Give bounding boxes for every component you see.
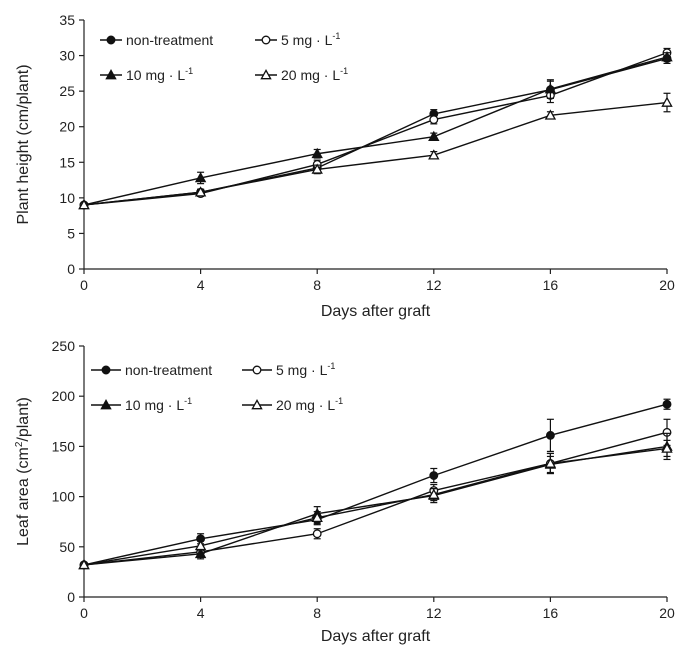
legend-label: 5 mg · L-1 [281,31,340,48]
y-tick-label: 35 [59,12,75,28]
legend-marker [251,399,263,410]
data-point [429,115,439,125]
data-point [661,442,673,453]
series-line [83,431,668,566]
legend-marker [105,69,117,80]
leaf-area-chart: 0 50 100 150 200 250 0 4 8 12 16 20 Days after graft… [14,338,675,645]
y-tick-label: 15 [59,154,75,170]
legend-label: 5 mg · L-1 [276,361,335,378]
data-point [544,457,557,468]
y-tick-label: 0 [67,589,75,605]
y-tick-label: 200 [52,388,76,404]
x-tick-label: 20 [659,605,675,621]
y-tick-label: 0 [67,261,75,277]
legend-label: non-treatment [125,362,212,378]
data-point [428,488,440,499]
x-tick-label: 12 [426,605,442,621]
data-point [194,186,207,197]
data-point [312,529,322,539]
x-tick-label: 8 [313,605,321,621]
data-point [311,163,323,174]
data-point [78,199,90,210]
x-tick-label: 0 [80,277,88,293]
data-point [194,539,207,551]
y-tick-label: 50 [59,539,75,555]
legend-marker [106,35,116,45]
data-point [662,399,672,409]
data-point [429,471,439,480]
legend-label: 10 mg · L-1 [126,66,193,83]
x-tick-label: 0 [80,605,88,621]
y-tick-label: 150 [52,438,76,454]
x-axis-title: Days after graft [321,628,431,645]
x-tick-label: 8 [313,277,321,293]
data-point [544,83,557,94]
x-tick-label: 12 [426,277,442,293]
legend-label: 20 mg · L-1 [276,396,343,413]
y-tick-label: 10 [59,190,75,206]
y-tick-label: 20 [59,119,75,135]
legend-marker [261,35,271,45]
series-line [83,447,668,566]
data-point [78,558,90,570]
plant-height-chart: 0 5 10 15 20 25 30 35 0 4 8 12 16 20 Days after graft P… [15,12,675,320]
data-point [661,51,673,62]
legend-label: non-treatment [126,32,213,48]
x-tick-label: 20 [659,277,675,293]
x-tick-label: 4 [197,605,205,621]
y-axis-title: Plant height (cm/plant) [15,64,32,224]
series-line [83,403,668,566]
y-tick-label: 30 [59,48,75,64]
legend-label: 10 mg · L-1 [125,396,192,413]
data-point [311,147,323,159]
y-tick-label: 5 [67,225,75,241]
series-3 [78,439,673,570]
data-point [194,547,207,559]
legend-marker [260,69,272,80]
y-tick-label: 100 [52,489,76,505]
series-0 [79,398,672,570]
series-3 [78,92,673,210]
y-tick-label: 250 [52,338,76,354]
legend-marker [100,399,112,410]
legend-marker [252,365,262,375]
series-line [83,52,668,206]
data-point [428,130,440,142]
x-tick-label: 16 [543,605,559,621]
data-point [544,109,557,120]
x-tick-label: 4 [197,277,205,293]
data-point [194,171,207,183]
x-tick-label: 16 [543,277,559,293]
x-axis-title: Days after graft [321,303,431,320]
y-tick-label: 25 [59,83,75,99]
y-axis-title: Leaf area (cm2/plant) [14,397,32,546]
data-point [545,430,555,440]
data-point [661,96,673,107]
legend: non-treatment 5 mg · L-1 10 mg · L-1 20 mg … [100,31,348,83]
legend: non-treatment 5 mg · L-1 10 mg · L-1 20 mg … [91,361,343,413]
series-line [83,56,668,206]
data-point [311,511,323,523]
legend-label: 20 mg · L-1 [281,66,348,83]
legend-marker [101,365,111,375]
series-2 [78,432,673,570]
series-line [83,101,668,206]
data-point [428,149,440,160]
